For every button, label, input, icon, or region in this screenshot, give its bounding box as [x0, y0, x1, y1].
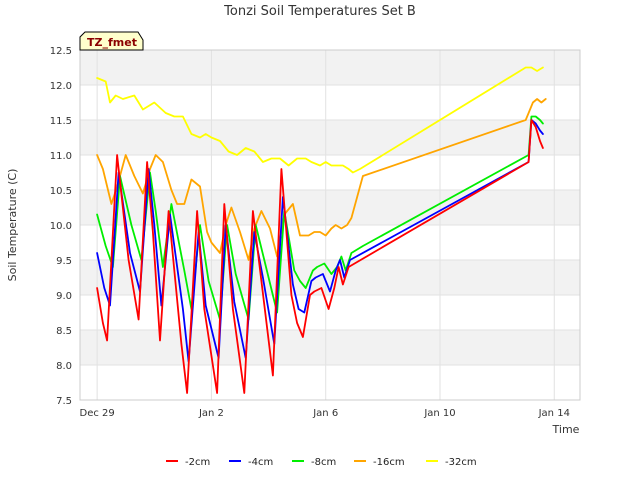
legend-label: -4cm: [248, 457, 273, 468]
y-tick-label: 12.5: [50, 46, 72, 57]
x-tick-label: Jan 14: [538, 408, 570, 419]
chart-title: Tonzi Soil Temperatures Set B: [223, 4, 416, 19]
plot-band: [80, 120, 580, 155]
series-line-32cmcm: [96, 66, 544, 174]
plot-band: [80, 330, 580, 365]
y-tick-label: 11.5: [50, 116, 72, 127]
y-tick-label: 8.5: [56, 326, 72, 337]
series-line-2cmcm: [96, 119, 544, 394]
y-tick-labels: 7.5 8.0 8.5 9.0 9.5 10.0 10.5 11.0 11.5 12.0 12.5: [50, 46, 72, 407]
y-tick-label: 12.0: [50, 81, 72, 92]
legend-label: -2cm: [185, 457, 210, 468]
plot-band: [80, 50, 580, 85]
y-tick-label: 10.0: [50, 221, 72, 232]
badge-shape: [79, 31, 144, 51]
legend-label: -32cm: [445, 457, 477, 468]
x-tick-label: Jan 2: [198, 408, 224, 419]
legend: -2cm -4cm -8cm -16cm -32cm: [166, 457, 477, 468]
x-tick-label: Jan 10: [423, 408, 455, 419]
y-tick-label: 9.5: [56, 256, 72, 267]
series-layer: [96, 66, 547, 394]
station-badge: TZ_fmet: [79, 31, 144, 51]
x-axis-label: Time: [552, 423, 580, 436]
x-tick-label: Jan 6: [312, 408, 338, 419]
y-tick-label: 7.5: [56, 396, 72, 407]
legend-label: -16cm: [373, 457, 405, 468]
series-line-8cmcm: [96, 115, 544, 321]
badge-label: TZ_fmet: [87, 36, 137, 49]
x-tick-labels: Dec 29 Jan 2 Jan 6 Jan 10 Jan 14: [80, 408, 570, 419]
x-tick-label: Dec 29: [80, 408, 115, 419]
legend-label: -8cm: [311, 457, 336, 468]
plot-band: [80, 190, 580, 225]
y-tick-label: 11.0: [50, 151, 72, 162]
y-tick-label: 10.5: [50, 186, 72, 197]
plot-bands: [80, 50, 580, 365]
y-tick-label: 9.0: [56, 291, 72, 302]
y-axis-label: Soil Temperature (C): [6, 169, 19, 282]
plot-frame: [79, 49, 581, 401]
y-tick-label: 8.0: [56, 361, 72, 372]
